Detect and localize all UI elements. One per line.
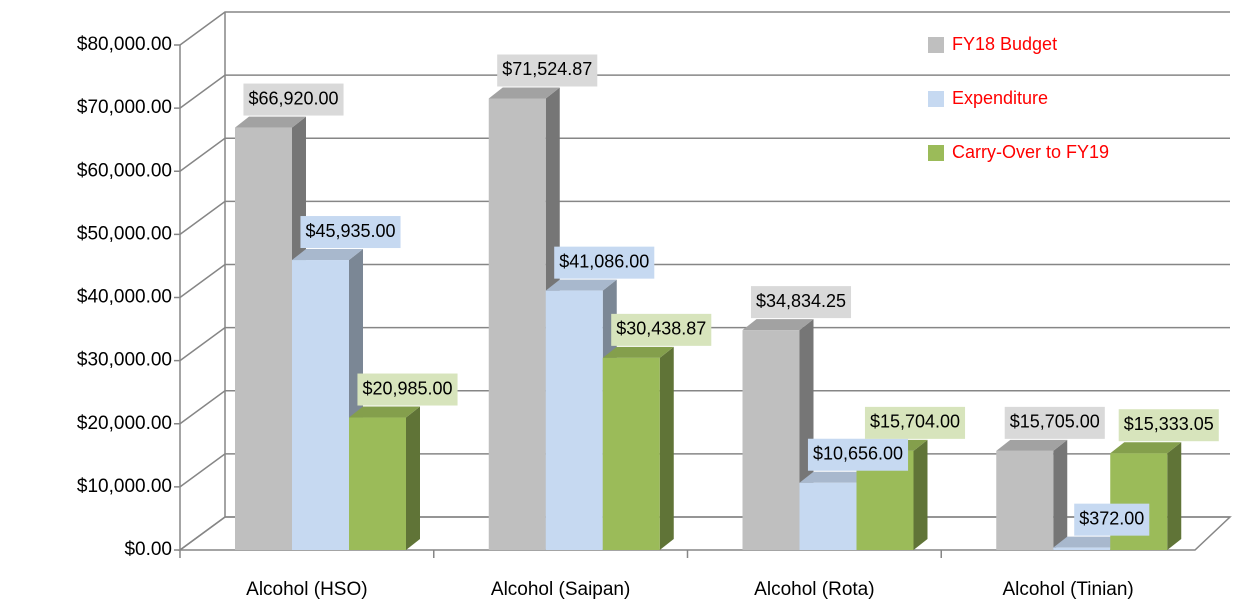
bar-front xyxy=(799,482,857,550)
bar-top xyxy=(292,249,363,261)
bar-top xyxy=(349,406,420,418)
data-label: $45,935.00 xyxy=(305,221,395,241)
y-tick-label: $20,000.00 xyxy=(77,413,172,434)
y-tick-label: $10,000.00 xyxy=(77,476,172,497)
bar-top xyxy=(799,471,871,483)
bar-front xyxy=(742,330,800,550)
legend-swatch xyxy=(928,145,944,161)
data-label: $15,704.00 xyxy=(870,412,960,432)
bar-top xyxy=(742,319,814,331)
data-label: $71,524.87 xyxy=(502,59,592,79)
data-label-box xyxy=(1118,409,1219,442)
data-label-box xyxy=(554,246,655,279)
bar-top xyxy=(545,279,617,291)
bar-side xyxy=(1053,439,1068,550)
y-tick-label: $30,000.00 xyxy=(77,350,172,371)
y-tick-label: $60,000.00 xyxy=(77,160,172,181)
bar-top xyxy=(602,346,674,358)
legend-swatch xyxy=(928,91,944,107)
data-label-box xyxy=(1074,503,1150,536)
data-label-box xyxy=(357,373,458,406)
y-tick-label: $0.00 xyxy=(124,539,172,560)
data-label-box xyxy=(750,286,852,319)
data-label: $10,656.00 xyxy=(813,443,903,463)
bar-side xyxy=(1167,442,1182,550)
bar-front xyxy=(602,357,660,550)
bar-front xyxy=(349,417,406,550)
bar-front xyxy=(292,260,349,550)
data-label: $66,920.00 xyxy=(248,88,338,108)
y-tick-label: $80,000.00 xyxy=(77,34,172,55)
data-label: $30,438.87 xyxy=(616,319,706,339)
bar-front xyxy=(235,127,292,550)
data-label: $41,086.00 xyxy=(559,251,649,271)
bar-top xyxy=(235,116,306,128)
legend-label: Expenditure xyxy=(952,88,1048,108)
bar-front xyxy=(1053,547,1111,550)
bar-top xyxy=(1053,536,1125,548)
x-tick-label: Alcohol (HSO) xyxy=(246,579,367,600)
y-tick-label: $40,000.00 xyxy=(77,287,172,308)
x-tick-label: Alcohol (Saipan) xyxy=(491,579,630,600)
data-label: $15,705.00 xyxy=(1010,412,1100,432)
data-label-box xyxy=(243,83,344,116)
legend-swatch xyxy=(928,37,944,53)
bar-front xyxy=(488,98,546,550)
bar xyxy=(996,439,1068,550)
data-label: $15,333.05 xyxy=(1124,414,1214,434)
bar-front xyxy=(996,450,1054,550)
data-label-box xyxy=(1004,406,1105,439)
data-label-box xyxy=(864,406,966,439)
bar-top xyxy=(488,87,560,99)
bar-front xyxy=(545,290,603,550)
data-label-box xyxy=(497,54,598,87)
data-label: $34,834.25 xyxy=(756,291,846,311)
bar-top xyxy=(996,439,1068,451)
legend-label: FY18 Budget xyxy=(952,34,1057,54)
y-tick-label: $50,000.00 xyxy=(77,223,172,244)
bar xyxy=(602,346,674,550)
x-tick-label: Alcohol (Rota) xyxy=(754,579,874,600)
bar-top xyxy=(1110,442,1182,454)
bar-side xyxy=(659,346,674,550)
bar xyxy=(349,406,420,550)
data-label: $372.00 xyxy=(1079,508,1144,528)
bar xyxy=(742,319,814,550)
y-tick-label: $70,000.00 xyxy=(77,97,172,118)
data-label: $20,985.00 xyxy=(362,378,452,398)
bar-side xyxy=(913,439,928,550)
grid-line xyxy=(179,11,1230,46)
data-label-box xyxy=(807,438,909,471)
data-label-box xyxy=(300,216,401,249)
legend-label: Carry-Over to FY19 xyxy=(952,142,1109,162)
x-tick-label: Alcohol (Tinian) xyxy=(1002,579,1133,600)
data-label-box xyxy=(611,313,712,346)
bar-side xyxy=(406,406,420,550)
